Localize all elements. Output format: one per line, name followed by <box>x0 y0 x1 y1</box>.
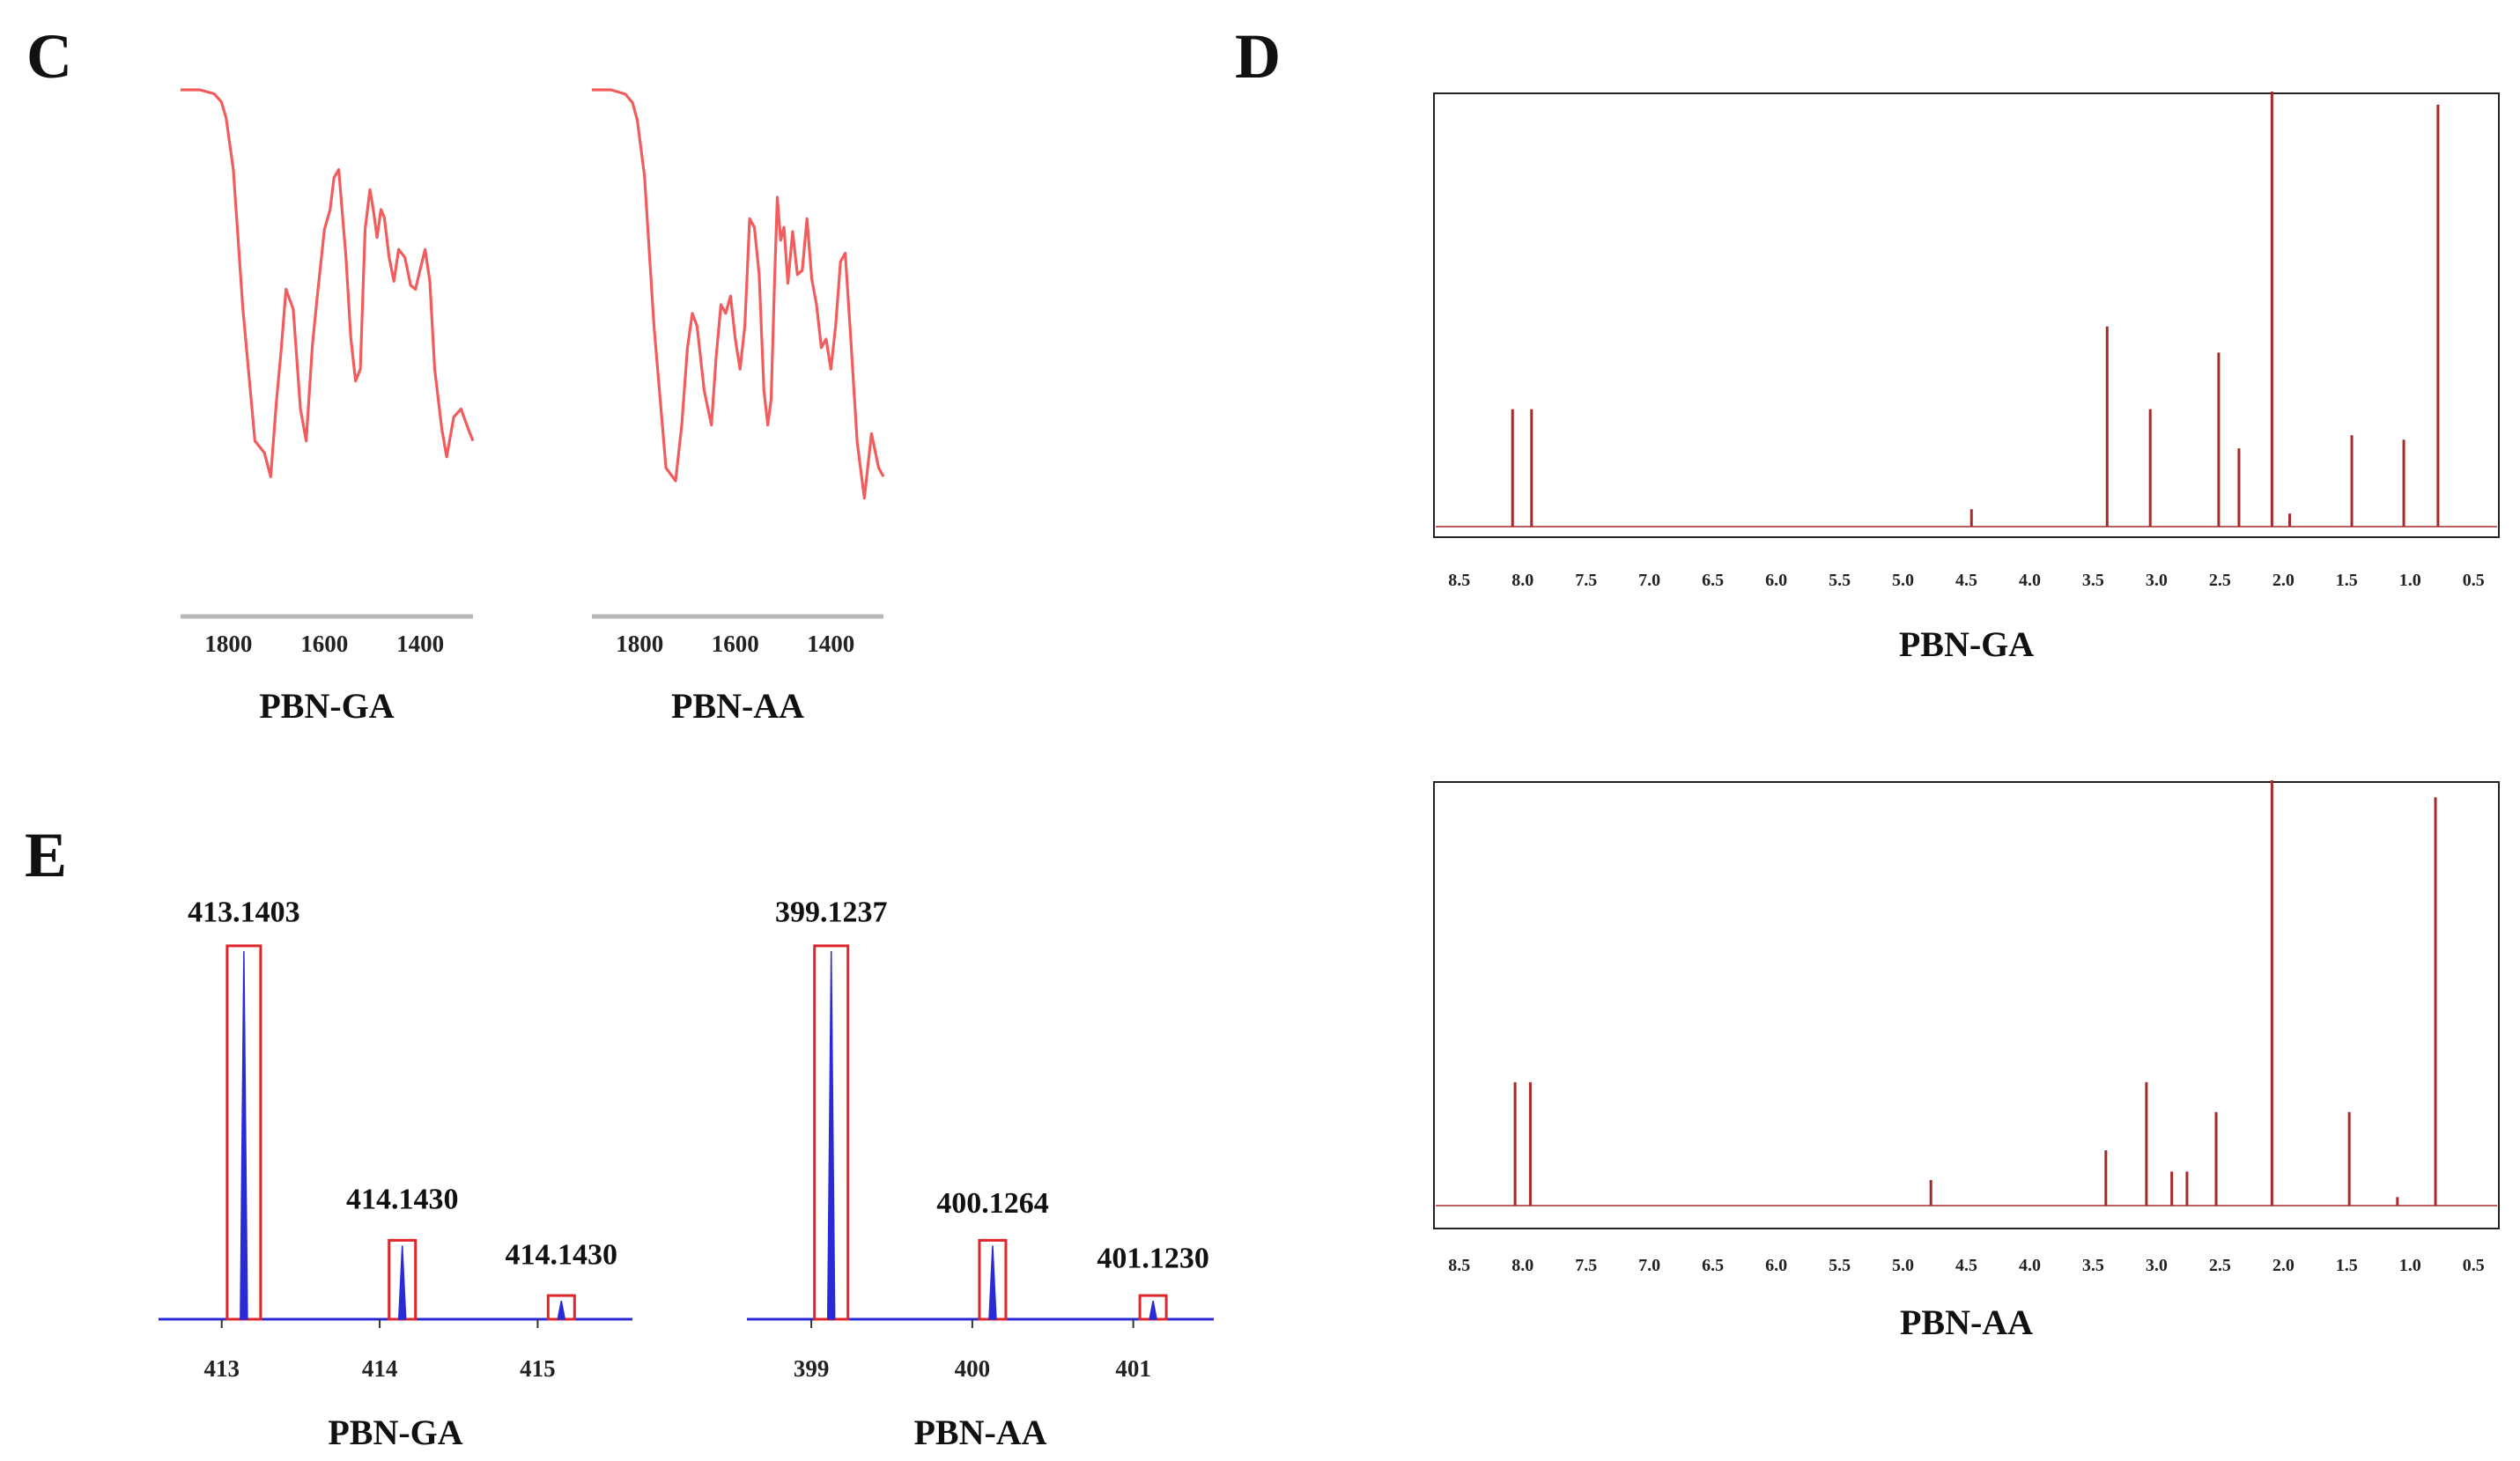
nmr-frame <box>1433 92 2500 538</box>
ms-chart-pbn-ga: 413 414 415 413.1403 414.1430 414.1430 PBN-GA <box>159 897 632 1452</box>
nmr-tick-label: 4.5 <box>1955 1256 1977 1275</box>
ms-tick-label: 413 <box>203 1355 240 1382</box>
ms-sample-label: PBN-AA <box>913 1413 1046 1452</box>
ir-sample-label: PBN-GA <box>259 686 394 726</box>
panel-letter-c: C <box>26 21 72 92</box>
nmr-tick-label: 7.5 <box>1575 571 1597 590</box>
nmr-tick-label: 0.5 <box>2463 571 2485 590</box>
ir-spectrum-line <box>592 88 885 500</box>
panel-letter-e: E <box>25 820 67 890</box>
nmr-tick-label: 6.5 <box>1702 1256 1724 1275</box>
nmr-tick-label: 5.0 <box>1892 1256 1914 1275</box>
ms-peak-label: 399.1237 <box>775 897 888 929</box>
nmr-tick-label: 6.5 <box>1702 571 1724 590</box>
nmr-sample-label: PBN-AA <box>1900 1302 2033 1342</box>
nmr-tick-label: 7.0 <box>1638 1256 1660 1275</box>
ms-tick-label: 414 <box>362 1355 398 1382</box>
nmr-chart-pbn-ga: 8.5 8.0 7.5 7.0 6.5 6.0 5.5 5.0 4.5 4.0 3.5 3.0 2.5 2… <box>1433 92 2500 664</box>
ir-spectrum-line <box>181 88 475 478</box>
nmr-tick-label: 8.5 <box>1448 1256 1470 1275</box>
nmr-tick-label: 7.5 <box>1575 1256 1597 1275</box>
nmr-tick-label: 1.0 <box>2399 571 2421 590</box>
nmr-tick-label: 2.0 <box>2272 1256 2295 1275</box>
nmr-tick-label: 3.0 <box>2146 571 2168 590</box>
ms-peak <box>1149 1300 1158 1320</box>
ms-tick-label: 401 <box>1115 1355 1151 1382</box>
ms-peak <box>240 950 248 1320</box>
ir-chart-pbn-aa: 1800 1600 1400 PBN-AA <box>592 88 885 726</box>
nmr-tick-label: 4.0 <box>2019 1256 2041 1275</box>
nmr-tick-label: 3.0 <box>2146 1256 2168 1275</box>
ms-tick-label: 399 <box>794 1355 830 1382</box>
ms-peak-label: 400.1264 <box>936 1187 1049 1220</box>
ms-sample-label: PBN-GA <box>328 1413 462 1452</box>
nmr-tick-label: 2.5 <box>2209 571 2231 590</box>
nmr-tick-label: 2.0 <box>2272 571 2295 590</box>
ir-sample-label: PBN-AA <box>671 686 804 726</box>
ms-peak-label: 401.1230 <box>1097 1242 1209 1274</box>
nmr-tick-label: 6.0 <box>1765 1256 1787 1275</box>
nmr-tick-label: 8.0 <box>1511 571 1533 590</box>
ms-peak <box>826 950 836 1320</box>
nmr-tick-label: 1.5 <box>2336 1256 2358 1275</box>
ir-tick-label: 1800 <box>616 631 663 657</box>
nmr-tick-label: 4.0 <box>2019 571 2041 590</box>
nmr-tick-label: 8.0 <box>1511 1256 1533 1275</box>
nmr-frame <box>1433 781 2500 1229</box>
panel-letter-d: D <box>1235 21 1281 92</box>
nmr-tick-label: 1.0 <box>2399 1256 2421 1275</box>
nmr-chart-pbn-aa: 8.5 8.0 7.5 7.0 6.5 6.0 5.5 5.0 4.5 4.0 3.5 3.0 2.5 2… <box>1433 780 2500 1342</box>
nmr-tick-label: 5.5 <box>1829 1256 1851 1275</box>
ms-chart-pbn-aa: 399 400 401 399.1237 400.1264 401.1230 PBN-AA <box>747 897 1214 1452</box>
nmr-sample-label: PBN-GA <box>1899 624 2034 664</box>
ms-peak <box>397 1245 407 1320</box>
ms-peak <box>988 1245 997 1320</box>
ms-peak <box>557 1300 566 1320</box>
ms-tick-label: 415 <box>520 1355 556 1382</box>
nmr-tick-label: 3.5 <box>2082 571 2104 590</box>
ms-tick-label: 400 <box>955 1355 991 1382</box>
ms-peak-label: 414.1430 <box>346 1184 459 1216</box>
ir-tick-label: 1600 <box>300 631 348 657</box>
ms-peak-label: 414.1430 <box>506 1238 618 1271</box>
nmr-tick-label: 5.0 <box>1892 571 1914 590</box>
nmr-tick-label: 0.5 <box>2463 1256 2485 1275</box>
ms-peak-label: 413.1403 <box>188 897 300 929</box>
ir-tick-label: 1400 <box>396 631 444 657</box>
nmr-tick-label: 5.5 <box>1829 571 1851 590</box>
nmr-tick-label: 3.5 <box>2082 1256 2104 1275</box>
ir-chart-pbn-ga: 1800 1600 1400 PBN-GA <box>181 88 475 726</box>
ir-tick-label: 1800 <box>204 631 252 657</box>
ir-tick-label: 1400 <box>807 631 854 657</box>
nmr-tick-label: 4.5 <box>1955 571 1977 590</box>
nmr-tick-label: 8.5 <box>1448 571 1470 590</box>
ir-tick-label: 1600 <box>712 631 759 657</box>
nmr-tick-label: 1.5 <box>2336 571 2358 590</box>
nmr-tick-label: 7.0 <box>1638 571 1660 590</box>
nmr-tick-label: 6.0 <box>1765 571 1787 590</box>
nmr-tick-label: 2.5 <box>2209 1256 2231 1275</box>
